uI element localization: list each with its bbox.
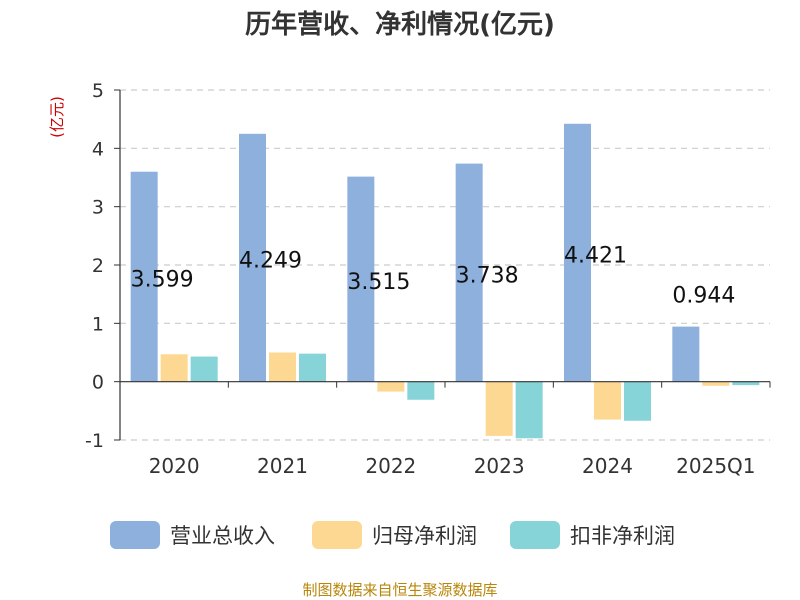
bars: [130, 123, 760, 439]
bar: [190, 356, 218, 382]
y-tick-label: 3: [92, 197, 104, 219]
bar: [485, 381, 513, 436]
bar: [377, 381, 405, 392]
chart-title: 历年营收、净利情况(亿元): [245, 9, 555, 40]
y-tick-label: 2: [92, 255, 104, 277]
x-tick-label: 2020: [149, 454, 200, 478]
bar: [160, 354, 188, 382]
bar: [299, 353, 326, 382]
bar: [455, 163, 483, 382]
bar: [672, 326, 700, 382]
y-axis-ticks: 5 4 3 2 1 0 -1: [85, 80, 120, 452]
bar: [269, 352, 296, 382]
bar: [624, 381, 651, 421]
data-label: 3.515: [347, 270, 410, 295]
legend-label: 营业总收入: [170, 524, 275, 548]
legend-swatch: [510, 521, 560, 549]
bar: [347, 176, 375, 382]
source-note: 制图数据来自恒生聚源数据库: [302, 581, 497, 599]
bar: [732, 381, 760, 386]
data-label: 3.599: [131, 268, 194, 293]
data-label: 0.944: [672, 284, 735, 309]
y-tick-label: 1: [92, 313, 104, 335]
bar: [702, 381, 730, 386]
legend-label: 归母净利润: [372, 524, 477, 548]
data-label: 3.738: [456, 264, 519, 289]
legend-swatch: [312, 521, 362, 549]
y-tick-label: 5: [92, 80, 104, 102]
bar: [564, 123, 591, 382]
legend-label: 扣非净利润: [570, 524, 675, 548]
x-tick-label: 2025Q1: [676, 454, 755, 478]
data-labels: 3.599 4.249 3.515 3.738 4.421 0.944: [131, 244, 736, 309]
data-label: 4.421: [564, 244, 627, 269]
x-axis-ticks: 2020 2021 2022 2023 2024 2025Q1: [119, 381, 771, 478]
x-tick-label: 2021: [257, 454, 308, 478]
y-axis-label: (亿元): [48, 96, 66, 138]
bar: [407, 381, 435, 400]
bar: [239, 133, 266, 382]
data-label: 4.249: [239, 249, 302, 274]
bar: [130, 171, 158, 382]
x-tick-label: 2023: [474, 454, 525, 478]
y-tick-label: 0: [92, 372, 104, 394]
y-tick-label: -1: [85, 430, 104, 452]
x-tick-label: 2022: [365, 454, 416, 478]
bar: [594, 381, 621, 420]
y-tick-label: 4: [92, 138, 104, 160]
grid-lines: [120, 89, 770, 441]
x-tick-label: 2024: [582, 454, 633, 478]
legend-swatch: [110, 521, 160, 549]
legend: 营业总收入 归母净利润 扣非净利润: [110, 521, 675, 549]
bar: [515, 381, 543, 439]
